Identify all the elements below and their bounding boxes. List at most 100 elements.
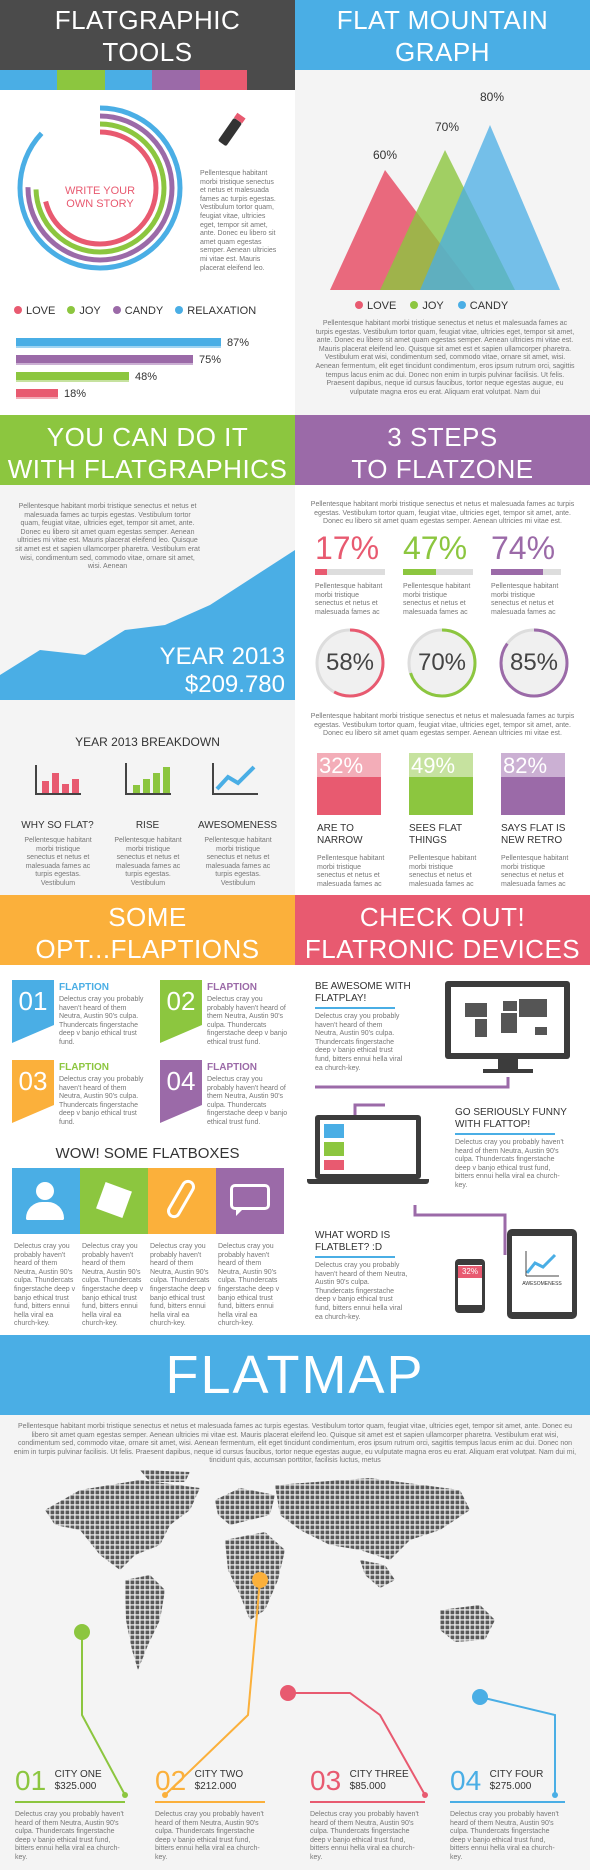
option-3: 03 FLAPTION Delectus cray you probably h… (12, 1060, 150, 1130)
steps-text-2: Pellentesque habitant morbi tristique se… (310, 713, 575, 738)
flatbox-text-1: Delectus cray you probably haven't heard… (14, 1243, 76, 1328)
flatbox-user (12, 1168, 80, 1234)
phone-icon: 32% (455, 1259, 485, 1313)
mountain-label-60: 60% (373, 148, 398, 162)
option-4: 04 FLAPTION Delectus cray you probably h… (160, 1060, 298, 1130)
doit-title-line1: YOU CAN DO IT (46, 422, 249, 452)
user-icon (36, 1182, 54, 1200)
laptop-base (307, 1179, 429, 1184)
device-1-rule (315, 1007, 395, 1009)
device-2-text: Delectus cray you probably haven't heard… (455, 1139, 564, 1189)
mountain-title-line1: FLAT MOUNTAIN (336, 5, 549, 35)
circle-2-label: 70% (417, 649, 467, 676)
breakdown-text-3: Pellentesque habitant morbi tristique se… (204, 837, 272, 887)
step-box-1-caption: ARE TO NARROW (317, 823, 363, 846)
doit-text: Pellentesque habitant morbi tristique se… (15, 503, 200, 571)
tablet-icon: AWESOMENESS (507, 1229, 577, 1319)
city-4: 04 CITY FOUR $275.000 Delectus cray you p… (450, 1765, 585, 1863)
step-circles (315, 628, 569, 698)
legend-candy: CANDY (457, 300, 508, 312)
devices-panel: BE AWESOME WITH FLATPLAY! Delectus cray … (295, 965, 590, 1330)
mountain-panel: 60% 70% 80% LOVE JOY CANDY Pellentesque … (295, 70, 590, 415)
device-2-rule (455, 1133, 555, 1135)
legend-relaxation: RELAXATION (175, 305, 256, 317)
circle-3-label: 85% (509, 649, 559, 676)
step-text-1: Pellentesque habitant morbi tristique se… (315, 583, 383, 616)
steps-text: Pellentesque habitant morbi tristique se… (310, 501, 575, 526)
laptop-icon (315, 1115, 421, 1179)
breakdown-title: YEAR 2013 BREAKDOWN (75, 735, 220, 749)
monitor-base (483, 1069, 533, 1073)
bar-row: 87% (16, 334, 276, 351)
flatbox-puzzle (80, 1168, 148, 1234)
options-header: SOME OPT...FLAPTIONS (0, 895, 295, 965)
city-2: 02 CITY TWO $212.000 Delectus cray you pr… (155, 1765, 265, 1861)
doit-title-line2: WITH FLATGRAPHICS (7, 454, 288, 484)
doit-panel: Pellentesque habitant morbi tristique se… (0, 485, 295, 895)
monitor-stand (498, 1059, 518, 1069)
map-header: FLATMAP (0, 1335, 590, 1415)
steps-header: 3 STEPS TO FLATZONE (295, 415, 590, 485)
options-panel: 01 FLAPTION Delectus cray you probably h… (0, 965, 295, 1330)
step-text-2: Pellentesque habitant morbi tristique se… (403, 583, 471, 616)
doit-year: YEAR 2013 (159, 643, 285, 670)
bar-row: 75% (16, 351, 276, 368)
step-pct-2: 47% (403, 530, 473, 575)
mountain-label-70: 70% (435, 120, 460, 134)
step-box-text-1: Pellentesque habitant morbi tristique se… (317, 855, 385, 888)
breakdown-text-2: Pellentesque habitant morbi tristique se… (114, 837, 182, 887)
breakdown-label-3: AWESOMENESS (197, 820, 278, 831)
doit-header: YOU CAN DO IT WITH FLATGRAPHICS (0, 415, 295, 485)
circle-1-label: 58% (325, 649, 375, 676)
flatbox-text-2: Delectus cray you probably haven't heard… (82, 1243, 144, 1328)
step-box-text-3: Pellentesque habitant morbi tristique se… (501, 855, 569, 888)
tools-color-strip (0, 70, 295, 90)
step-box-2-caption: SEES FLAT THINGS (409, 823, 463, 846)
doit-amount: $209.780 (184, 671, 285, 698)
options-title-line2: OPT...FLAPTIONS (35, 934, 260, 964)
breakdown-text-1: Pellentesque habitant morbi tristique se… (24, 837, 92, 887)
step-box-3: 82% (501, 753, 565, 815)
city-3: 03 CITY THREE $85.000 Delectus cray you p… (310, 1765, 450, 1863)
monitor-icon (445, 981, 570, 1059)
tools-header: FLATGRAPHIC TOOLS (0, 0, 295, 70)
step-pct-1: 17% (315, 530, 385, 575)
step-text-3: Pellentesque habitant morbi tristique se… (491, 583, 559, 616)
mountain-label-80: 80% (480, 90, 505, 104)
device-3-rule (315, 1256, 395, 1258)
pen-icon (217, 112, 246, 147)
legend-love: LOVE (355, 300, 396, 312)
map-panel: Pellentesque habitant morbi tristique se… (0, 1415, 590, 1870)
step-box-3-caption: SAYS FLAT IS NEW RETRO (501, 823, 566, 846)
device-1-title: BE AWESOME WITH FLATPLAY! (315, 981, 411, 1004)
flatbox-text-3: Delectus cray you probably haven't heard… (150, 1243, 212, 1328)
bar-row: 48% (16, 368, 276, 385)
devices-title-line1: CHECK OUT! (359, 902, 526, 932)
device-1-text: Delectus cray you probably haven't heard… (315, 1013, 403, 1072)
option-1: 01 FLAPTION Delectus cray you probably h… (12, 980, 150, 1050)
device-3-title: WHAT WORD IS FLATBLET? :D (315, 1230, 391, 1253)
tools-bars: 87% 75% 48% 18% (16, 334, 276, 402)
device-connectors (315, 1077, 510, 1255)
paperclip-icon (164, 1177, 198, 1221)
devices-title-line2: FLATRONIC DEVICES (304, 934, 581, 964)
step-pct-3: 74% (491, 530, 561, 575)
flatbox-clip (148, 1168, 216, 1234)
option-2: 02 FLAPTION Delectus cray you probably h… (160, 980, 298, 1050)
device-2-title: GO SERIOUSLY FUNNY WITH FLATTOP! (455, 1107, 567, 1130)
doit-area-chart (0, 550, 295, 700)
puzzle-icon (96, 1182, 132, 1218)
legend-joy: JOY (410, 300, 444, 312)
mountain-header: FLAT MOUNTAIN GRAPH (295, 0, 590, 70)
tools-ring-chart (17, 105, 183, 271)
awesomeness-icon (212, 763, 258, 795)
flatbox-chat (216, 1168, 284, 1234)
city-1: 01 CITY ONE $325.000 Delectus cray you pr… (15, 1765, 125, 1861)
flatbox-text-4: Delectus cray you probably haven't heard… (218, 1243, 280, 1328)
mountain-legend: LOVE JOY CANDY (355, 300, 508, 312)
steps-title-line1: 3 STEPS (387, 422, 498, 452)
legend-love: LOVE (14, 305, 55, 317)
breakdown-label-1: WHY SO FLAT? (21, 820, 94, 831)
steps-panel: Pellentesque habitant morbi tristique se… (295, 485, 590, 895)
chat-icon (230, 1184, 270, 1210)
